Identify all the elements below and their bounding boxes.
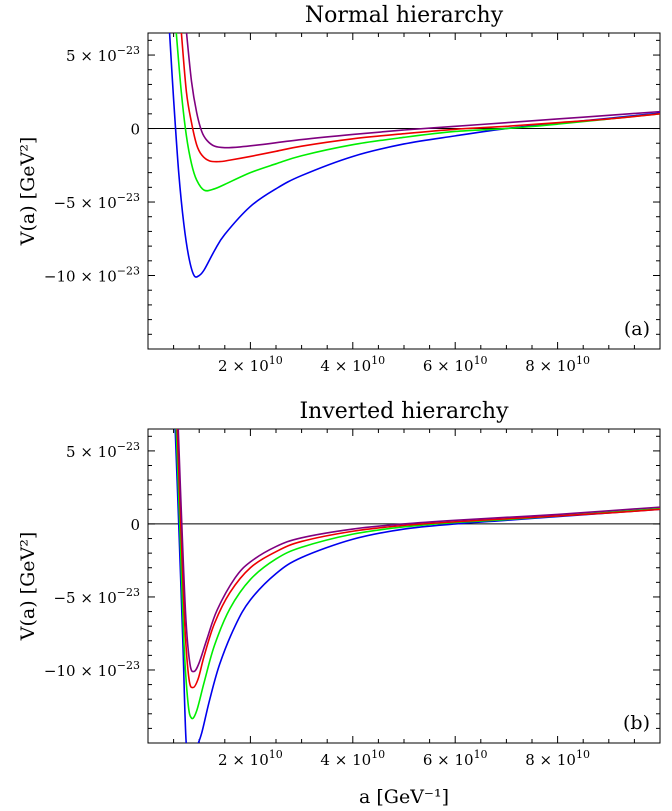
inverted-panel-label: (b) — [623, 712, 650, 734]
inverted-series-line-1 — [175, 429, 660, 720]
x-tick-label-times: × 10 — [535, 751, 576, 769]
inverted-series-line-0 — [174, 429, 660, 743]
y-tick-label-mantissa: −10 — [44, 268, 76, 286]
inverted-plot-frame — [147, 428, 661, 744]
y-tick-label-times: × 10 — [76, 662, 117, 680]
x-tick-label: 6 × 1010 — [423, 354, 488, 375]
x-tick-label-mantissa: 8 — [525, 751, 535, 769]
inverted-x-axis-label: a [GeV⁻¹] — [359, 786, 449, 808]
x-tick-label-mantissa: 6 — [423, 751, 433, 769]
normal-curves — [168, 33, 660, 278]
y-tick-label: −10 × 10−23 — [44, 265, 140, 286]
x-tick-label-exponent: 10 — [371, 354, 385, 367]
normal-panel-label: (a) — [624, 318, 650, 340]
x-tick-label-times: × 10 — [432, 751, 473, 769]
normal-series-line-3 — [185, 33, 660, 149]
y-tick-label-mantissa: 5 — [66, 47, 76, 65]
x-tick-label-mantissa: 4 — [320, 357, 330, 375]
y-tick-label: −10 × 10−23 — [44, 659, 140, 680]
normal-chart-title: Normal hierarchy — [305, 3, 504, 28]
y-tick-label: 0 — [130, 121, 140, 139]
y-tick-label-times: × 10 — [76, 589, 117, 607]
normal-series-line-0 — [168, 33, 660, 278]
y-tick-label-times: × 10 — [76, 268, 117, 286]
x-tick-label-exponent: 10 — [576, 748, 590, 761]
x-tick-label: 4 × 1010 — [320, 748, 385, 769]
x-tick-label: 2 × 1010 — [218, 354, 283, 375]
inverted-curves — [174, 429, 660, 743]
x-tick-label-exponent: 10 — [269, 748, 283, 761]
y-tick-label: −5 × 10−23 — [53, 191, 140, 212]
x-tick-label-times: × 10 — [330, 357, 371, 375]
y-tick-label-mantissa: −10 — [44, 662, 76, 680]
x-tick-label: 6 × 1010 — [423, 748, 488, 769]
y-tick-label-mantissa: −5 — [53, 194, 75, 212]
y-tick-label: 0 — [130, 516, 140, 534]
x-tick-label-mantissa: 6 — [423, 357, 433, 375]
y-tick-label-exponent: −23 — [117, 659, 140, 672]
inverted-series-line-3 — [177, 429, 660, 673]
y-tick-label-exponent: −23 — [117, 191, 140, 204]
normal-series-line-2 — [180, 33, 660, 163]
y-tick-label-times: × 10 — [76, 47, 117, 65]
x-tick-label: 4 × 1010 — [320, 354, 385, 375]
x-tick-label-times: × 10 — [228, 357, 269, 375]
x-tick-label-mantissa: 2 — [218, 751, 228, 769]
y-tick-label-mantissa: −5 — [53, 589, 75, 607]
y-tick-label-mantissa: 0 — [130, 516, 140, 534]
y-tick-label: 5 × 10−23 — [66, 440, 140, 461]
x-tick-label-exponent: 10 — [269, 354, 283, 367]
y-tick-label-exponent: −23 — [117, 440, 140, 453]
y-tick-label-mantissa: 0 — [130, 121, 140, 139]
normal-series-line-1 — [175, 33, 660, 192]
x-tick-label: 2 × 1010 — [218, 748, 283, 769]
y-tick-label-times: × 10 — [76, 443, 117, 461]
y-tick-label-exponent: −23 — [117, 265, 140, 278]
y-tick-label: −5 × 10−23 — [53, 586, 140, 607]
x-tick-label-times: × 10 — [535, 357, 576, 375]
x-tick-label-times: × 10 — [228, 751, 269, 769]
x-tick-label: 8 × 1010 — [525, 354, 590, 375]
x-tick-label-mantissa: 8 — [525, 357, 535, 375]
y-tick-label-mantissa: 5 — [66, 443, 76, 461]
normal-y-axis-label: V(a) [GeV²] — [17, 137, 39, 247]
x-tick-label: 8 × 1010 — [525, 748, 590, 769]
inverted-y-axis-label: V(a) [GeV²] — [17, 532, 39, 642]
x-tick-label-exponent: 10 — [474, 354, 488, 367]
x-tick-label-exponent: 10 — [576, 354, 590, 367]
y-tick-label-times: × 10 — [76, 194, 117, 212]
x-tick-label-mantissa: 2 — [218, 357, 228, 375]
x-tick-label-mantissa: 4 — [320, 751, 330, 769]
inverted-chart-title: Inverted hierarchy — [299, 399, 509, 424]
x-tick-label-exponent: 10 — [371, 748, 385, 761]
y-tick-label: 5 × 10−23 — [66, 44, 140, 65]
y-tick-label-exponent: −23 — [117, 44, 140, 57]
normal-plot-frame — [147, 32, 661, 350]
inverted-series-line-2 — [176, 429, 660, 689]
y-tick-label-exponent: −23 — [117, 586, 140, 599]
x-tick-label-exponent: 10 — [474, 748, 488, 761]
x-tick-label-times: × 10 — [432, 357, 473, 375]
x-tick-label-times: × 10 — [330, 751, 371, 769]
